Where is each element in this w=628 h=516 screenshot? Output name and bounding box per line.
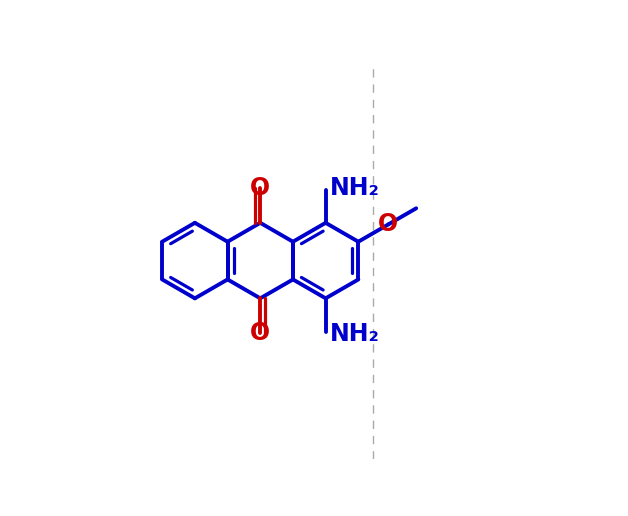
Text: O: O	[378, 213, 399, 236]
Text: NH₂: NH₂	[330, 321, 379, 346]
Text: O: O	[250, 176, 270, 200]
Text: O: O	[250, 321, 270, 345]
Text: NH₂: NH₂	[330, 175, 379, 200]
